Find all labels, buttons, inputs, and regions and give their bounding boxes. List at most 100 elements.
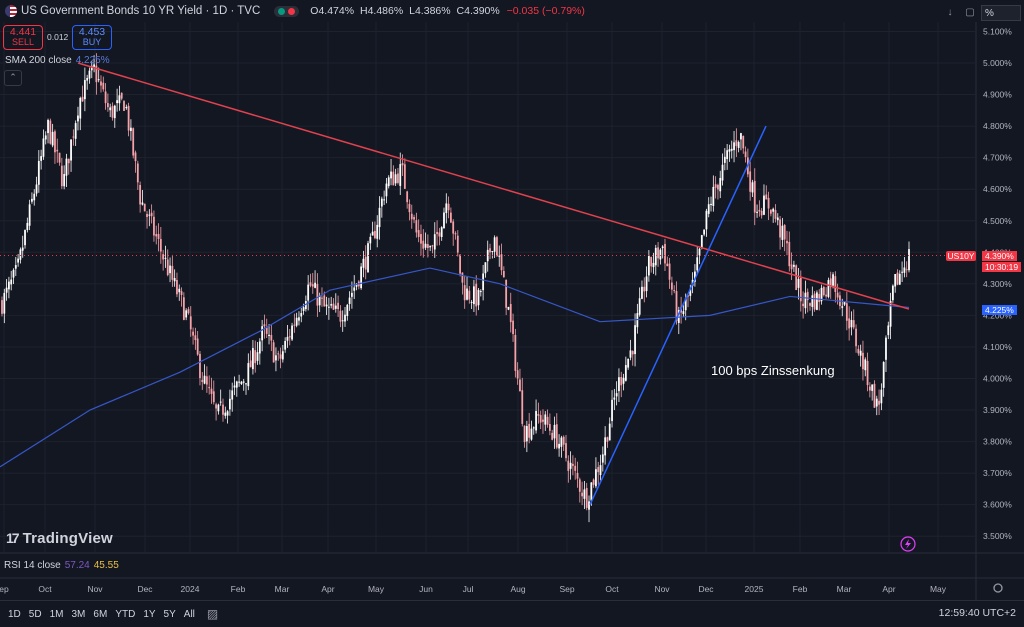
candle-body (555, 424, 558, 448)
chevron-up-icon[interactable]: ⌃ (4, 70, 22, 86)
candle-body (334, 305, 337, 309)
time-tick-label: Nov (654, 584, 670, 594)
price-tick-label: 4.800% (983, 121, 1012, 131)
candle-body (811, 295, 814, 307)
candle-body (28, 204, 31, 226)
settings-gear-icon[interactable] (993, 583, 1003, 593)
candle-body (417, 230, 420, 238)
sma-legend-value: 4.225% (75, 55, 110, 66)
candle-body (302, 307, 305, 311)
candle-body (199, 353, 201, 379)
buy-button[interactable]: 4.453 BUY (72, 25, 112, 50)
candle-body (578, 479, 581, 492)
candle-body (205, 376, 208, 385)
candle-body (397, 173, 399, 183)
candle-body (466, 288, 468, 300)
rsi-legend[interactable]: RSI 14 close 57.24 45.55 (4, 560, 119, 571)
price-axis[interactable]: 5.100% 5.000% 4.900% 4.800% 4.700% 4.600% 4.50… (983, 26, 1012, 541)
candle-body (523, 425, 526, 443)
top-right-toolbar: ↓ ▢ % (941, 5, 1024, 21)
candle-body (740, 133, 742, 140)
candle-body (737, 142, 740, 148)
price-tick-label: 4.100% (983, 342, 1012, 352)
candle-body (592, 479, 595, 485)
range-button-3m[interactable]: 3M (71, 609, 86, 620)
candle-body (176, 279, 178, 295)
candle-body (532, 427, 535, 429)
candle-body (169, 265, 171, 274)
clock[interactable]: 12:59:40 UTC+2 (938, 607, 1016, 619)
candle-body (790, 264, 793, 270)
candle-body (314, 282, 316, 288)
candle-body (178, 288, 181, 293)
candle-body (215, 404, 217, 409)
range-button-1d[interactable]: 1D (8, 609, 21, 620)
open-value: 4.474% (318, 5, 355, 17)
candle-body (238, 381, 241, 383)
candle-body (252, 348, 254, 370)
range-button-5y[interactable]: 5Y (163, 609, 176, 620)
range-button-ytd[interactable]: YTD (115, 609, 136, 620)
price-tick-label: 4.900% (983, 90, 1012, 100)
candle-body (590, 482, 593, 501)
rsi-value: 57.24 (64, 560, 90, 571)
candle-body (885, 337, 887, 360)
candle-body (14, 265, 17, 269)
range-button-1m[interactable]: 1M (49, 609, 64, 620)
candle-body (622, 377, 625, 384)
price-chart[interactable]: 5.100% 5.000% 4.900% 4.800% 4.700% 4.600% 4.50… (0, 0, 1024, 600)
market-status-pill[interactable] (274, 5, 300, 17)
candle-body (327, 306, 330, 308)
candle-body (362, 258, 365, 268)
lightning-icon[interactable] (900, 536, 916, 552)
candle-body (542, 419, 544, 422)
uptrend-line[interactable] (589, 125, 767, 505)
candle-body (859, 350, 862, 356)
candle-body (367, 243, 369, 273)
candle-body (24, 230, 26, 246)
candle-body (374, 230, 376, 239)
candle-body (498, 255, 501, 257)
range-button-5d[interactable]: 5D (28, 609, 42, 620)
arrow-down-icon[interactable]: ↓ (947, 7, 953, 18)
candle-body (875, 398, 878, 407)
scale-mode-field[interactable]: % (981, 5, 1021, 21)
range-button-all[interactable]: All (183, 609, 195, 620)
downtrend-line[interactable] (77, 62, 910, 310)
candle-body (325, 304, 328, 307)
symbol-title[interactable]: US Government Bonds 10 YR Yield · 1D · T… (21, 5, 261, 17)
sell-button[interactable]: 4.441 SELL (3, 25, 43, 50)
symbol-tag: US10Y (946, 251, 976, 261)
price-tick-label: 4.500% (983, 216, 1012, 226)
calendar-range-icon[interactable]: ▨ (206, 607, 219, 621)
time-axis[interactable]: ep Oct Nov Dec 2024 Feb Mar Apr May Jun Jul Aug Sep O… (0, 583, 1003, 594)
candle-body (882, 361, 885, 388)
tradingview-logo[interactable]: 17 TradingView (6, 530, 113, 547)
candle-body (390, 171, 392, 179)
ohlc-values: O4.474% H4.486% L4.386% C4.390% −0.035 (… (307, 5, 585, 17)
sma-legend[interactable]: SMA 200 close 4.225% (5, 55, 110, 66)
candle-body (588, 501, 590, 510)
fullscreen-icon[interactable]: ▢ (965, 7, 975, 18)
range-button-1y[interactable]: 1Y (143, 609, 156, 620)
candle-body (212, 391, 215, 403)
candle-body (477, 289, 480, 306)
candle-body (337, 302, 339, 310)
candle-body (440, 227, 443, 238)
candle-body (12, 269, 15, 278)
candle-body (643, 286, 646, 292)
candle-body (295, 317, 298, 326)
brand-name: TradingView (22, 530, 113, 547)
low-value: 4.386% (414, 5, 451, 17)
candle-body (219, 401, 222, 403)
candle-body (141, 202, 144, 205)
candle-body (528, 423, 531, 438)
candle-body (569, 462, 572, 469)
candle-body (449, 212, 452, 223)
candle-body (482, 273, 485, 291)
candle-body (813, 293, 816, 310)
candle-body (208, 387, 211, 389)
candle-body (779, 219, 781, 238)
range-button-6m[interactable]: 6M (93, 609, 108, 620)
candle-body (834, 276, 837, 292)
